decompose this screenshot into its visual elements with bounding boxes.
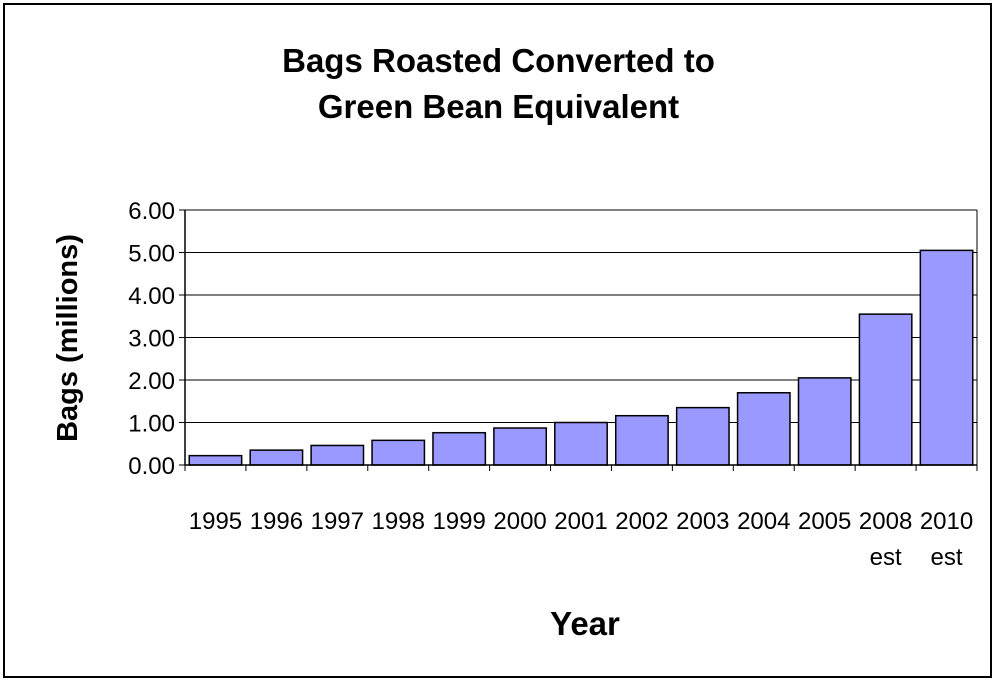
bar-1995 <box>188 454 243 466</box>
x-tick-label: 2002 <box>615 508 668 535</box>
x-tick-label: 2008 <box>859 508 912 535</box>
bar-2005 <box>797 377 852 466</box>
x-tick-label: 1997 <box>311 508 364 535</box>
x-tick-label: est <box>870 544 902 571</box>
bar-2008-est <box>858 313 913 466</box>
chart-title: Bags Roasted Converted to Green Bean Equ… <box>0 38 997 130</box>
y-tick-labels: 0.00 1.00 2.00 3.00 4.00 5.00 6.00 <box>128 198 175 480</box>
chart-frame <box>3 3 992 678</box>
y-tick-label: 3.00 <box>128 326 175 353</box>
bar-1999 <box>432 431 487 466</box>
gridlines <box>185 209 977 423</box>
x-tick-label: 1995 <box>189 508 242 535</box>
y-tick-label: 0.00 <box>128 453 175 480</box>
y-tick-label: 6.00 <box>128 198 175 225</box>
x-tick-label: 2001 <box>554 508 607 535</box>
x-tick-label: 1998 <box>372 508 425 535</box>
y-tick-label: 4.00 <box>128 283 175 310</box>
x-tick-label: 2010 <box>920 508 973 535</box>
bar-2000 <box>493 427 548 466</box>
y-tick-label: 5.00 <box>128 241 175 268</box>
x-tick-label: est <box>931 544 963 571</box>
bar-2002 <box>614 414 669 466</box>
y-tick-label: 1.00 <box>128 411 175 438</box>
axes <box>179 209 978 471</box>
x-tick-labels: 1995 1996 1997 1998 1999 2000 2001 2002 2003 2004… <box>189 508 973 571</box>
bar-2010-est <box>919 249 974 466</box>
bar-1996 <box>249 449 304 466</box>
x-tick-label: 1999 <box>432 508 485 535</box>
x-tick-label: 2005 <box>798 508 851 535</box>
x-tick-label: 2004 <box>737 508 790 535</box>
bar-1997 <box>310 444 365 466</box>
x-tick-label: 2003 <box>676 508 729 535</box>
bar-2001 <box>554 421 608 466</box>
x-tick-label: 2000 <box>493 508 546 535</box>
y-axis-label: Bags (millions) <box>52 234 84 442</box>
bar-1998 <box>371 439 426 466</box>
bar-2003 <box>675 406 730 466</box>
bars <box>188 249 974 466</box>
y-tick-label: 2.00 <box>128 368 175 395</box>
chart-title-line-1: Bags Roasted Converted to <box>282 42 715 79</box>
bar-2004 <box>736 392 791 466</box>
x-tick-label: 1996 <box>250 508 303 535</box>
chart-title-line-2: Green Bean Equivalent <box>317 88 680 125</box>
x-axis-label: Year <box>550 605 620 642</box>
